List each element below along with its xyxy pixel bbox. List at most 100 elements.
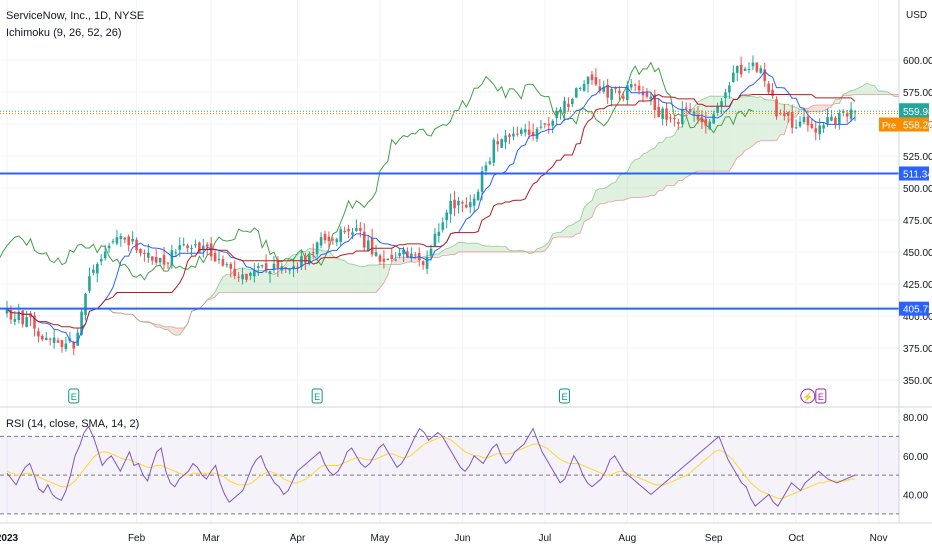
candle-body [700, 117, 704, 123]
candle-body [76, 332, 79, 346]
candle-body [190, 248, 193, 250]
candle-body [327, 236, 331, 242]
candle-body [586, 76, 590, 85]
candle-body [441, 222, 445, 230]
candle-body [107, 245, 111, 249]
candle-body [794, 127, 798, 129]
candle-body [484, 165, 488, 171]
candle-body [182, 244, 185, 246]
time-tick-label: 2023 [0, 533, 19, 544]
candle-body [37, 331, 40, 337]
rsi-line [6, 425, 856, 507]
candle-body [783, 112, 786, 116]
candle-body [260, 265, 264, 267]
candle-body [461, 202, 464, 204]
candle-body [614, 87, 617, 89]
price-tick-label: 525.00 [903, 152, 932, 163]
candle-body [429, 248, 433, 256]
candle-body [119, 236, 123, 239]
candle-body [44, 337, 48, 341]
earnings-marker[interactable]: E [558, 388, 570, 404]
candle-body [567, 103, 570, 107]
candle-body [308, 255, 311, 264]
time-tick-label: Sep [705, 533, 723, 544]
candle-body [213, 253, 217, 262]
candle-body [284, 267, 288, 269]
candle-body [531, 131, 535, 137]
time-tick-label: Jul [538, 533, 551, 544]
candle-body [629, 84, 633, 88]
rsi-axis: 40.00 60.00 80.00 [903, 413, 928, 502]
candle-body [708, 121, 712, 130]
candle-body [421, 261, 425, 266]
time-axis[interactable]: 2023 Feb Mar Apr May Jun Jul Aug Sep Oct Nov [0, 533, 887, 544]
candle-body [606, 84, 609, 98]
rsi-legend[interactable]: RSI (14, close, SMA, 14, 2) [6, 418, 140, 430]
dividend-marker[interactable]: ⚡ [800, 388, 816, 404]
currency-label[interactable]: USD [906, 10, 928, 21]
ichimoku-legend[interactable]: Ichimoku (9, 26, 52, 26) [6, 27, 122, 39]
candle-body [186, 245, 189, 249]
price-tick-label: 475.00 [903, 216, 932, 227]
candle-body [547, 123, 551, 126]
lagging-span-line [0, 61, 754, 281]
candle-body [21, 310, 25, 325]
earnings-marker[interactable]: E [815, 388, 827, 404]
candle-body [64, 343, 68, 349]
conversion-line [6, 70, 856, 344]
main-pane [0, 55, 899, 356]
candle-body [732, 72, 735, 83]
candles [5, 55, 857, 356]
candle-body [704, 119, 708, 126]
candle-body [72, 342, 76, 349]
time-tick-label: Mar [203, 533, 221, 544]
rsi-tick-label: 40.00 [903, 491, 928, 502]
candle-body [602, 86, 606, 92]
candle-body [555, 110, 558, 119]
candle-body [527, 129, 531, 135]
candle-body [158, 257, 162, 263]
candle-body [253, 270, 256, 277]
candle-body [716, 106, 719, 113]
candle-body [139, 248, 142, 254]
earnings-marker[interactable]: E [68, 388, 80, 404]
candle-body [217, 259, 221, 261]
candle-body [237, 276, 240, 278]
candle-body [657, 106, 661, 118]
candle-body [170, 250, 174, 266]
last-price-tag: 559.98 [899, 103, 932, 119]
dividend-glyph: ⚡ [802, 391, 813, 403]
candle-body [268, 271, 272, 275]
candle-body [771, 90, 774, 96]
candle-body [390, 254, 394, 259]
candle-body [433, 233, 437, 247]
candle-body [677, 122, 680, 124]
time-tick-label: May [371, 533, 390, 544]
candle-body [311, 252, 315, 254]
candle-body [406, 251, 409, 258]
candle-body [684, 107, 688, 109]
candle-body [370, 237, 374, 255]
candle-body [52, 337, 56, 343]
candle-body [123, 237, 127, 240]
candle-body [449, 200, 452, 215]
candle-body [539, 126, 543, 128]
price-tick-label: 575.00 [903, 88, 932, 99]
candle-body [17, 311, 21, 321]
candle-body [366, 240, 370, 252]
candle-body [347, 228, 350, 232]
time-tick-label: Apr [290, 533, 306, 544]
rsi-ma-line [6, 435, 856, 499]
candle-body [563, 100, 566, 114]
candle-body [56, 340, 60, 343]
candle-body [728, 85, 731, 93]
candle-body [618, 90, 621, 94]
earnings-marker[interactable]: E [311, 388, 323, 404]
candle-body [198, 242, 201, 253]
candle-body [472, 198, 476, 206]
candle-body [680, 109, 684, 125]
candle-body [115, 237, 119, 244]
candle-body [131, 238, 134, 242]
price-tick-label: 450.00 [903, 248, 932, 259]
